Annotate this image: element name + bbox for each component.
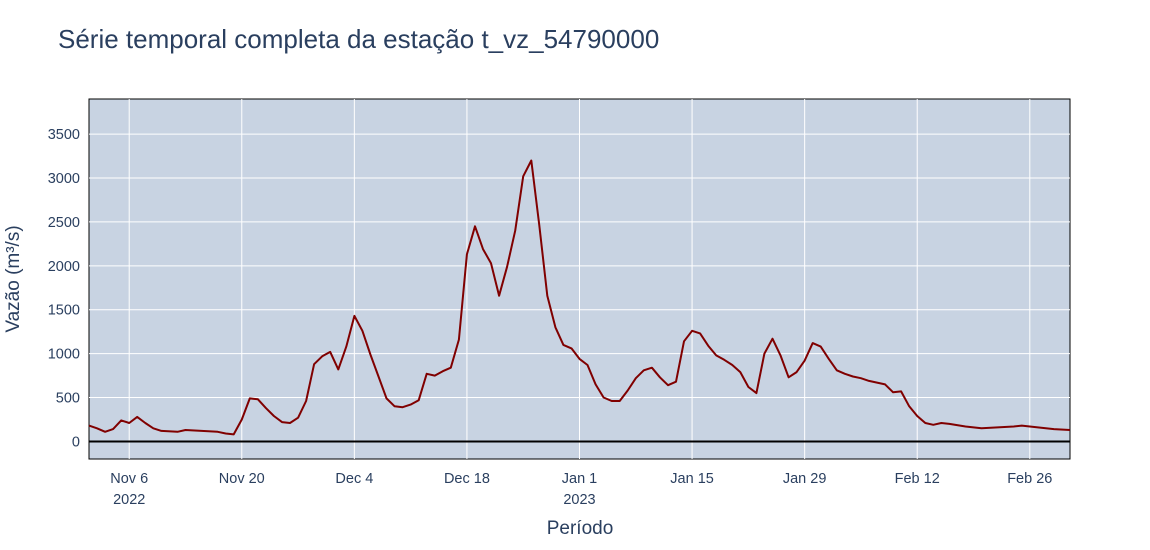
y-tick-label: 3500 [48, 127, 80, 143]
x-tick-label: Feb 12 [895, 471, 940, 487]
x-axis-title: Período [546, 518, 614, 539]
gridlines [89, 99, 1070, 459]
y-tick-label: 1500 [48, 303, 80, 319]
x-tick-label: Dec 4 [335, 471, 373, 487]
x-tick-year-label: 2022 [113, 492, 145, 508]
x-tick-labels: Nov 6 2022 Nov 20 Dec 4 Dec 18 Jan 1 2023 Jan 1… [110, 471, 1052, 508]
x-tick-label: Nov 6 [110, 471, 148, 487]
y-tick-label: 1000 [48, 347, 80, 363]
x-tick-label: Jan 1 [562, 471, 597, 487]
y-tick-label: 0 [72, 434, 80, 450]
y-tick-label: 3000 [48, 171, 80, 187]
x-tick-label: Jan 29 [783, 471, 827, 487]
x-tick-label: Feb 26 [1007, 471, 1052, 487]
y-tick-labels: 0 500 1000 1500 2000 2500 3000 3500 [48, 127, 80, 450]
y-tick-label: 2000 [48, 259, 80, 275]
x-tick-year-label: 2023 [563, 492, 595, 508]
series-line [88, 159, 1071, 436]
y-tick-label: 2500 [48, 215, 80, 231]
chart-title: Série temporal completa da estação t_vz_… [58, 24, 660, 54]
x-tick-label: Jan 15 [670, 471, 714, 487]
x-tick-label: Dec 18 [444, 471, 490, 487]
y-tick-label: 500 [56, 391, 80, 407]
x-tick-label: Nov 20 [219, 471, 265, 487]
